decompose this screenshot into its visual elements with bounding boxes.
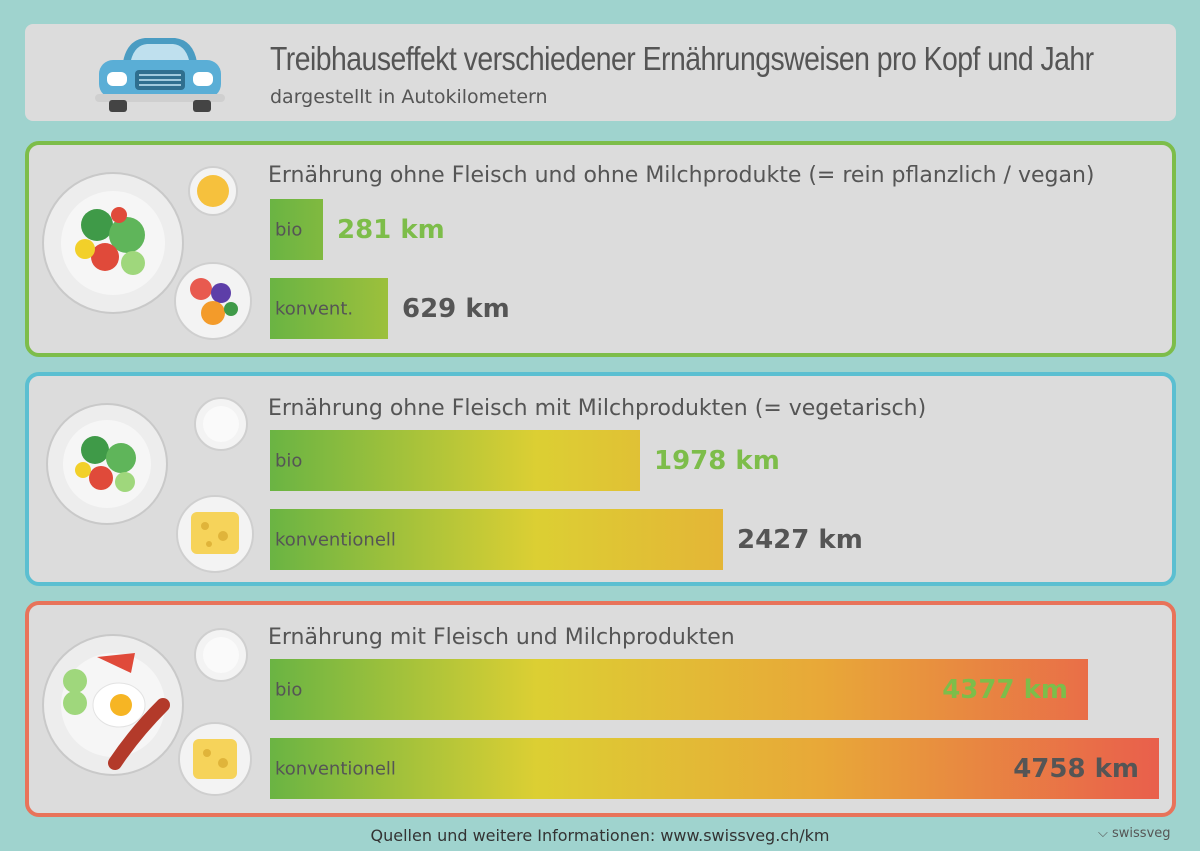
bar-value: 2427 km	[737, 524, 863, 555]
bar-value: 1978 km	[654, 445, 780, 476]
bar-label: bio	[275, 679, 303, 700]
car-icon	[95, 38, 225, 112]
page-title: Treibhauseffekt verschiedener Ernährungs…	[270, 40, 1094, 77]
vegetarian-food-icon	[46, 397, 254, 573]
bar-value: 4758 km	[1013, 753, 1139, 784]
bar-bio: bio 4377 km	[270, 659, 1088, 720]
header: Treibhauseffekt verschiedener Ernährungs…	[25, 24, 1176, 121]
panel-title: Ernährung mit Fleisch und Milchprodukten	[268, 625, 735, 650]
bar-bio: bio 281 km	[270, 199, 445, 260]
bar-conventional: konventionell 2427 km	[270, 509, 863, 570]
panel-meat: Ernährung mit Fleisch und Milchprodukten…	[25, 601, 1176, 817]
panel-vegetarian: Ernährung ohne Fleisch mit Milchprodukte…	[25, 372, 1176, 586]
bar-value: 4377 km	[942, 674, 1068, 705]
bar-bio: bio 1978 km	[270, 430, 780, 491]
meat-food-icon	[42, 628, 252, 796]
bar-label: konventionell	[275, 529, 396, 550]
bar-value: 629 km	[402, 293, 510, 324]
panel-title: Ernährung ohne Fleisch mit Milchprodukte…	[268, 396, 927, 421]
logo-text: swissveg	[1112, 826, 1171, 841]
bar-conventional: konvent. 629 km	[270, 278, 510, 339]
panel-title: Ernährung ohne Fleisch und ohne Milchpro…	[268, 163, 1095, 188]
vegan-food-icon	[42, 166, 252, 340]
panel-vegan: Ernährung ohne Fleisch und ohne Milchpro…	[25, 141, 1176, 357]
bar-value: 281 km	[337, 214, 445, 245]
bar-label: bio	[275, 219, 303, 240]
footer-sources: Quellen und weitere Informationen: www.s…	[370, 826, 830, 845]
bar-label: konvent.	[275, 298, 354, 319]
bar-conventional: konventionell 4758 km	[270, 738, 1159, 799]
bar-label: konventionell	[275, 758, 396, 779]
bar-label: bio	[275, 450, 303, 471]
swissveg-logo: ⌵ swissveg	[1098, 826, 1171, 841]
page-subtitle: dargestellt in Autokilometern	[270, 86, 548, 108]
